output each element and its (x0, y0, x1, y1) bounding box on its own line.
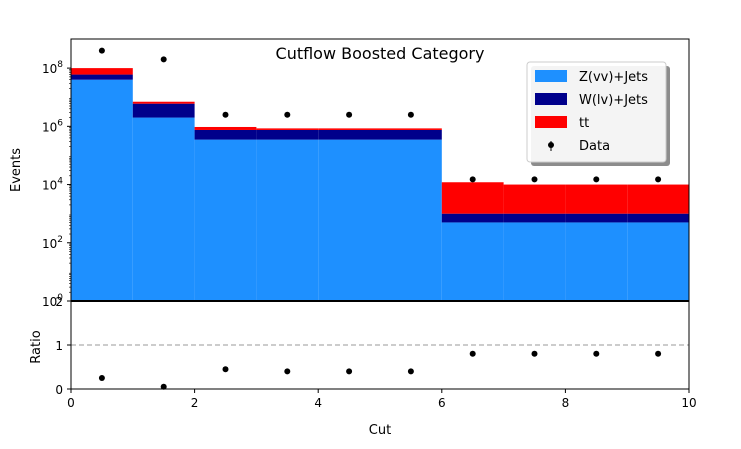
x-tick-label-3: 6 (438, 396, 446, 410)
main-y-tick-label-1: 102 (42, 235, 63, 251)
bar-1-9 (627, 213, 689, 223)
bar-0-5 (380, 139, 442, 301)
ratio-y-tick-label-top: 2 (55, 295, 63, 309)
bar-1-6 (441, 213, 504, 223)
legend-swatch-2 (535, 116, 567, 128)
bar-0-9 (627, 222, 689, 301)
chart-title: Cutflow Boosted Category (276, 44, 485, 63)
bar-0-3 (256, 139, 319, 301)
bar-1-0 (71, 74, 133, 80)
ratio-point-9 (655, 350, 662, 357)
x-ticks: 0 2 4 6 8 10 (67, 389, 697, 410)
x-tick-label-0: 0 (67, 396, 75, 410)
legend-box (526, 61, 667, 163)
legend-swatch-1 (535, 93, 567, 105)
bar-1-3 (256, 129, 319, 140)
x-axis-label: Cut (369, 423, 391, 438)
ratio-point-5 (407, 368, 414, 375)
bar-0-0 (71, 79, 133, 301)
data-point-6 (469, 176, 476, 183)
data-point-0 (98, 47, 105, 54)
ratio-point-2 (222, 366, 229, 373)
legend-label-1: W(lv)+Jets (579, 93, 648, 108)
bar-2-4 (318, 128, 380, 130)
x-tick-label-2: 4 (314, 396, 322, 410)
x-tick-label-5: 10 (681, 396, 696, 410)
bar-2-0 (71, 68, 133, 75)
ratio-y-tick-label-0: 0 (55, 383, 63, 397)
main-y-axis-label: Events (9, 148, 24, 192)
bar-0-8 (565, 222, 628, 301)
bar-0-4 (318, 139, 380, 301)
legend: Z(vv)+Jets W(lv)+Jets tt Data (526, 61, 670, 166)
ratio-point-4 (346, 368, 353, 375)
bar-1-4 (318, 129, 380, 140)
main-y-tick-label-0: 100 (42, 293, 63, 309)
bar-1-2 (194, 129, 257, 140)
legend-label-0: Z(vv)+Jets (579, 70, 648, 85)
bar-0-2 (194, 139, 257, 301)
ratio-point-0 (98, 375, 105, 381)
bar-0-1 (132, 117, 195, 302)
bar-0-7 (503, 222, 566, 301)
bar-2-2 (194, 126, 257, 130)
bar-1-7 (503, 213, 566, 223)
main-y-tick-label-3: 106 (42, 118, 63, 134)
x-tick-label-4: 8 (562, 396, 570, 410)
bar-2-5 (380, 128, 442, 130)
main-y-tick-label-4: 108 (42, 60, 63, 76)
ratio-y-ticks: 0 1 2 (55, 295, 71, 397)
bar-1-1 (132, 103, 195, 118)
bar-2-7 (503, 184, 566, 214)
ratio-y-tick-label-1: 1 (55, 339, 63, 353)
bar-2-6 (441, 182, 504, 214)
data-point-7 (531, 176, 538, 183)
ratio-point-3 (284, 368, 291, 375)
legend-label-data: Data (579, 139, 610, 154)
data-point-5 (407, 111, 414, 118)
data-point-3 (284, 111, 291, 118)
bar-2-8 (565, 184, 628, 214)
bar-1-8 (565, 213, 628, 223)
main-bars (71, 68, 689, 302)
data-point-1 (160, 56, 167, 63)
ratio-point-8 (593, 350, 600, 357)
ratio-y-axis-label: Ratio (29, 330, 44, 363)
data-point-4 (346, 111, 353, 118)
ratio-points (98, 350, 662, 390)
bar-0-6 (441, 222, 504, 301)
x-tick-label-1: 2 (191, 396, 199, 410)
main-y-ticks: 100 102 104 106 108 (42, 60, 71, 309)
bar-2-1 (132, 101, 195, 104)
bar-2-9 (627, 184, 689, 214)
bar-2-3 (256, 128, 319, 130)
main-y-tick-label-2: 104 (42, 177, 63, 193)
data-point-2 (222, 111, 229, 118)
ratio-point-1 (160, 383, 167, 390)
data-point-9 (655, 176, 662, 183)
legend-entries: Z(vv)+Jets W(lv)+Jets tt Data (535, 70, 648, 154)
main-data-points (98, 47, 662, 183)
legend-label-2: tt (579, 116, 589, 131)
data-point-8 (593, 176, 600, 183)
bar-1-5 (380, 129, 442, 140)
ratio-point-6 (469, 350, 476, 357)
ratio-point-7 (531, 350, 538, 357)
legend-swatch-0 (535, 70, 567, 82)
